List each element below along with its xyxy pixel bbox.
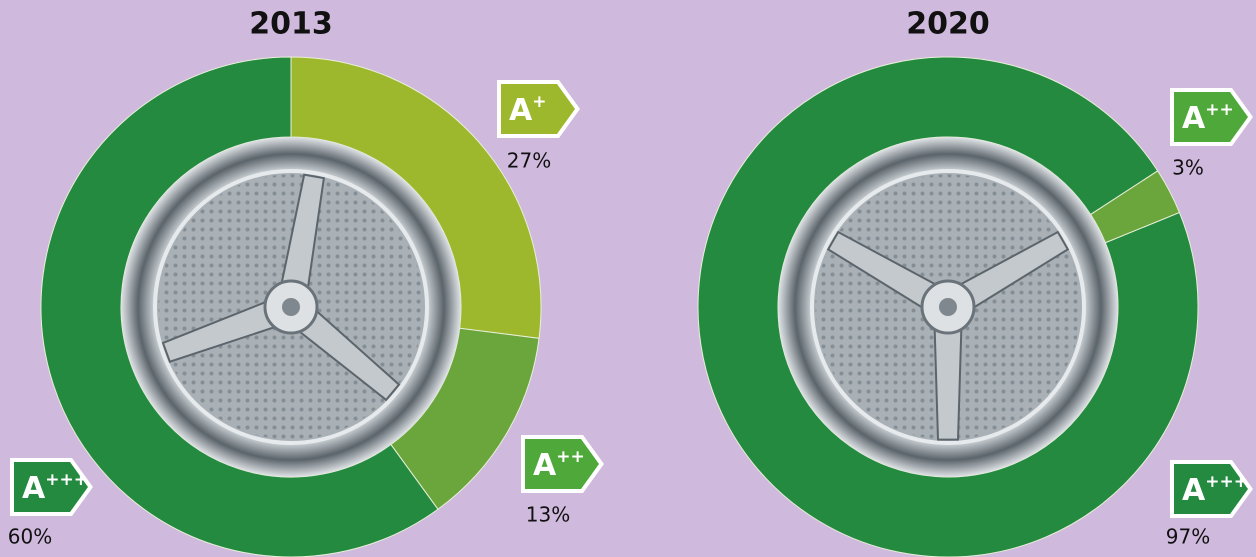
chart: 2013 A+ 27% A++ 13% A+++ 60% 2020 A++ 3% A+++ 97% <box>0 0 1256 557</box>
energy-badge: A+++ <box>10 458 93 516</box>
energy-badge: A++ <box>1170 88 1253 146</box>
percent-label: 3% <box>1172 156 1204 180</box>
drum-hub-center <box>282 298 300 316</box>
percent-label: 27% <box>507 149 551 173</box>
energy-badge: A+ <box>497 80 580 138</box>
percent-label: 13% <box>526 503 570 527</box>
drum <box>778 137 1118 477</box>
drum <box>121 137 461 477</box>
percent-label: 97% <box>1166 525 1210 549</box>
energy-badge: A+++ <box>1170 460 1253 518</box>
energy-badge: A++ <box>521 435 604 493</box>
chart-title: 2013 <box>249 7 333 42</box>
percent-label: 60% <box>8 525 52 549</box>
chart-title: 2020 <box>906 7 990 42</box>
drum-hub-center <box>939 298 957 316</box>
